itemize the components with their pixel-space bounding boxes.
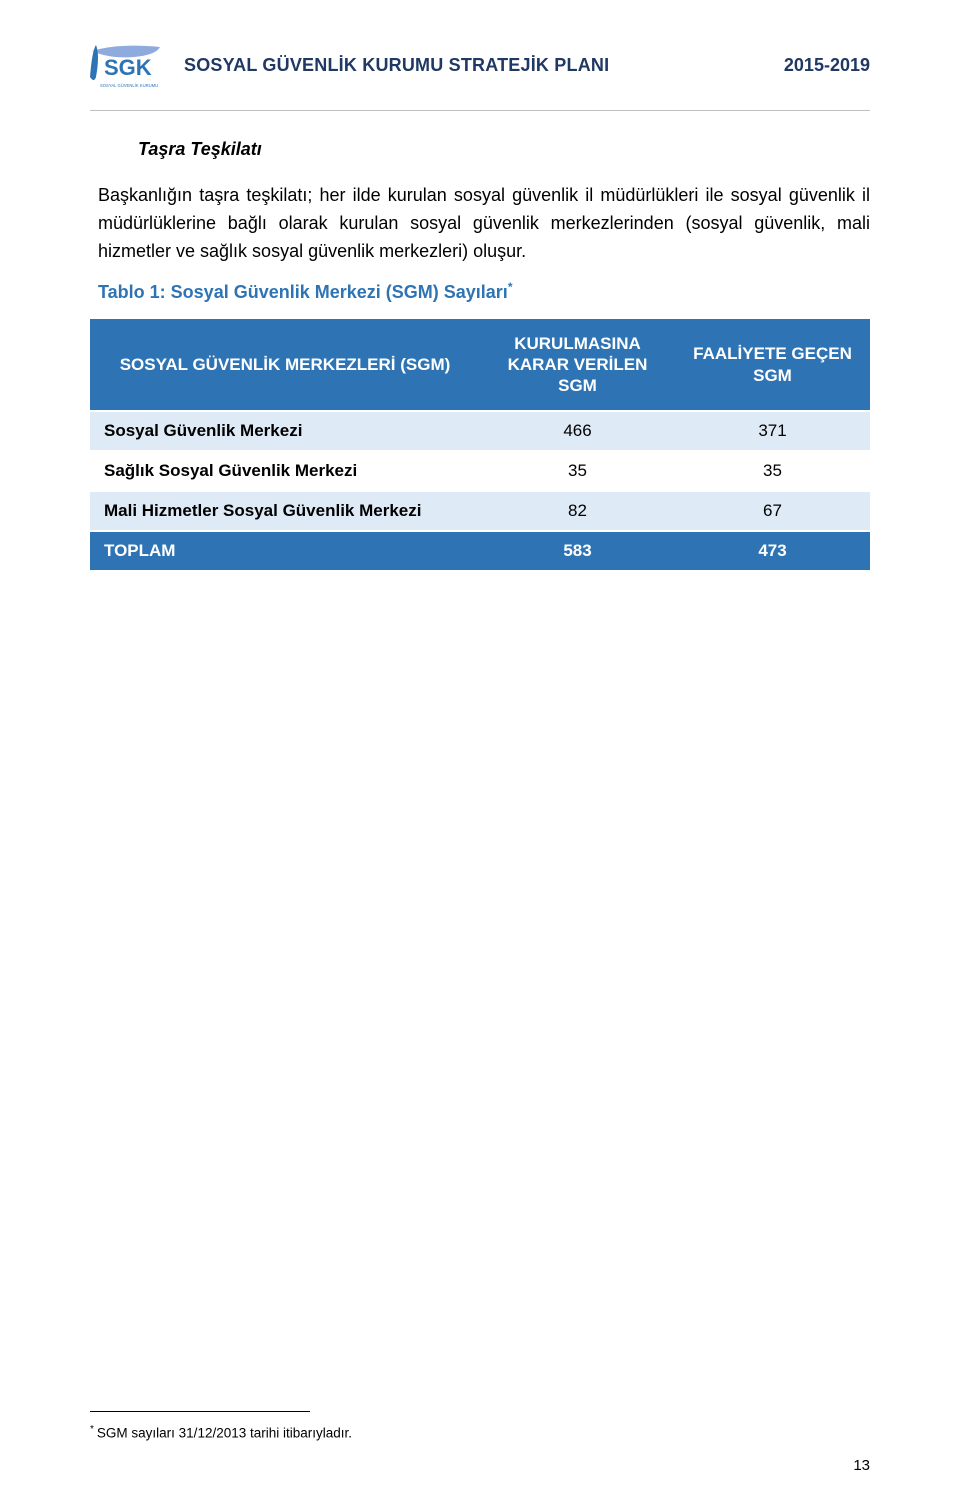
sgk-logo: SGK SOSYAL GÜVENLİK KURUMU (90, 37, 170, 93)
page-number: 13 (853, 1457, 870, 1474)
table-total-row: TOPLAM 583 473 (90, 532, 870, 570)
table-row: Sosyal Güvenlik Merkezi 466 371 (90, 412, 870, 450)
header-title: SOSYAL GÜVENLİK KURUMU STRATEJİK PLANI (184, 55, 609, 76)
row-label: Sağlık Sosyal Güvenlik Merkezi (90, 452, 480, 490)
table-caption-sup: * (508, 280, 513, 294)
table-head: SOSYAL GÜVENLİK MERKEZLERİ (SGM) KURULMA… (90, 319, 870, 411)
sgm-table: SOSYAL GÜVENLİK MERKEZLERİ (SGM) KURULMA… (90, 317, 870, 573)
row-val-1: 82 (480, 492, 675, 530)
col-header-1: KURULMASINA KARAR VERİLEN SGM (480, 319, 675, 411)
total-val-1: 583 (480, 532, 675, 570)
body-paragraph: Başkanlığın taşra teşkilatı; her ilde ku… (98, 182, 870, 266)
total-label: TOPLAM (90, 532, 480, 570)
row-val-1: 466 (480, 412, 675, 450)
header-years: 2015-2019 (784, 55, 870, 76)
footnote-marker: * (90, 1424, 94, 1435)
row-label: Sosyal Güvenlik Merkezi (90, 412, 480, 450)
logo-subtext: SOSYAL GÜVENLİK KURUMU (100, 83, 158, 88)
table-caption: Tablo 1: Sosyal Güvenlik Merkezi (SGM) S… (98, 280, 870, 303)
col-header-0: SOSYAL GÜVENLİK MERKEZLERİ (SGM) (90, 319, 480, 411)
footnote: *SGM sayıları 31/12/2013 tarihi itibarıy… (90, 1424, 352, 1441)
table-body: Sosyal Güvenlik Merkezi 466 371 Sağlık S… (90, 412, 870, 570)
total-val-2: 473 (675, 532, 870, 570)
row-val-2: 371 (675, 412, 870, 450)
table-header-row: SOSYAL GÜVENLİK MERKEZLERİ (SGM) KURULMA… (90, 319, 870, 411)
table-row: Sağlık Sosyal Güvenlik Merkezi 35 35 (90, 452, 870, 490)
row-val-1: 35 (480, 452, 675, 490)
row-val-2: 67 (675, 492, 870, 530)
header-left: SGK SOSYAL GÜVENLİK KURUMU SOSYAL GÜVENL… (90, 37, 609, 93)
col-header-2: FAALİYETE GEÇEN SGM (675, 319, 870, 411)
row-label: Mali Hizmetler Sosyal Güvenlik Merkezi (90, 492, 480, 530)
page-header: SGK SOSYAL GÜVENLİK KURUMU SOSYAL GÜVENL… (90, 30, 870, 100)
table-row: Mali Hizmetler Sosyal Güvenlik Merkezi 8… (90, 492, 870, 530)
footnote-text: SGM sayıları 31/12/2013 tarihi itibarıyl… (97, 1425, 352, 1440)
row-val-2: 35 (675, 452, 870, 490)
section-heading: Taşra Teşkilatı (138, 139, 870, 160)
header-rule (90, 110, 870, 111)
table-caption-text: Tablo 1: Sosyal Güvenlik Merkezi (SGM) S… (98, 282, 508, 302)
logo-text: SGK (104, 55, 152, 80)
page: SGK SOSYAL GÜVENLİK KURUMU SOSYAL GÜVENL… (0, 0, 960, 1508)
footnote-rule (90, 1411, 310, 1412)
